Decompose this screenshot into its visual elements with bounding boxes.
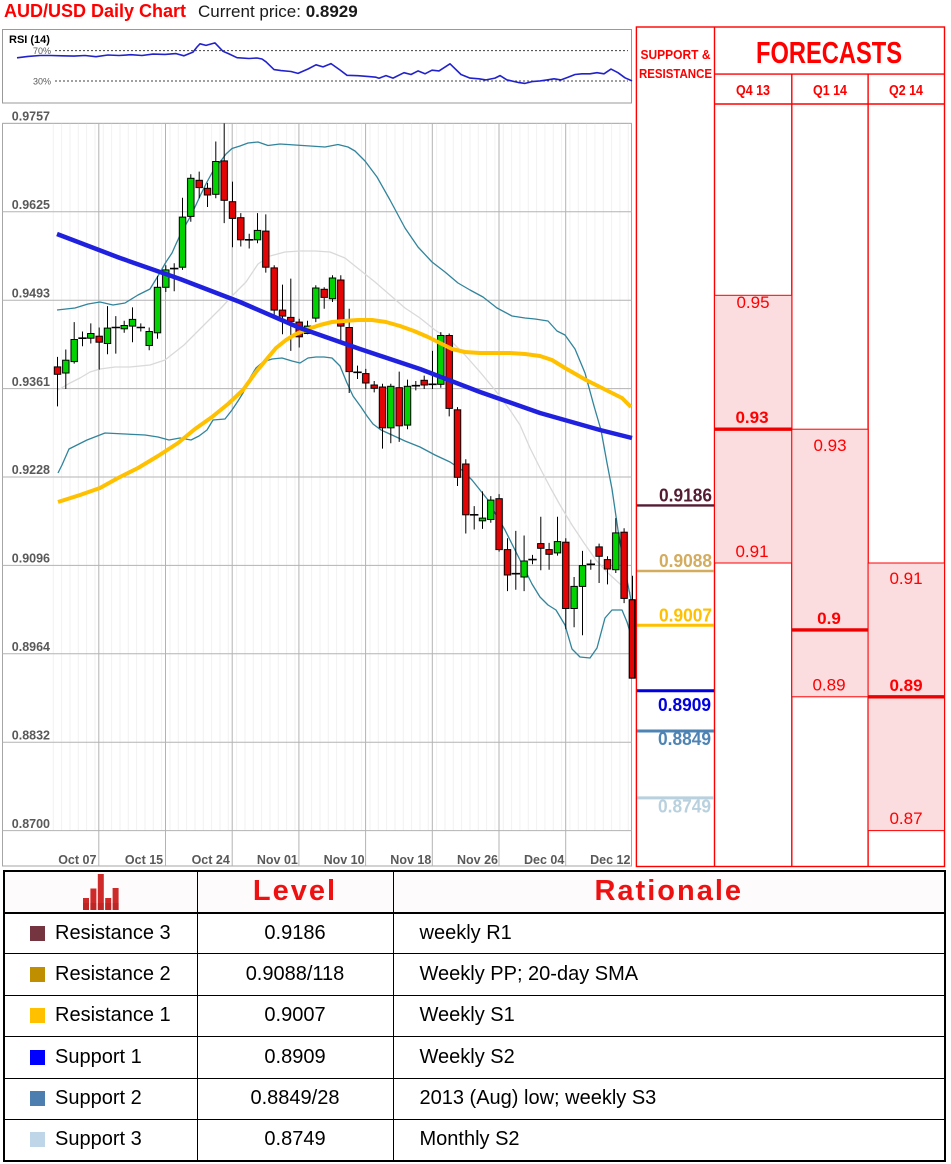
svg-text:Q2 14: Q2 14	[889, 83, 923, 99]
svg-text:0.9096: 0.9096	[12, 552, 50, 566]
svg-text:0.89: 0.89	[889, 676, 922, 695]
svg-text:0.9186: 0.9186	[659, 485, 712, 506]
svg-text:0.9493: 0.9493	[12, 286, 50, 300]
svg-text:0.9625: 0.9625	[12, 198, 50, 212]
svg-text:0.93: 0.93	[813, 436, 846, 455]
svg-text:0.8832: 0.8832	[12, 728, 50, 742]
svg-text:0.89: 0.89	[812, 676, 845, 695]
svg-text:30%: 30%	[33, 77, 51, 87]
svg-text:0.8909: 0.8909	[658, 694, 711, 715]
svg-text:Nov 26: Nov 26	[457, 853, 498, 867]
svg-text:70%: 70%	[33, 46, 51, 56]
svg-text:Oct 15: Oct 15	[125, 853, 163, 867]
svg-text:Oct 07: Oct 07	[58, 853, 96, 867]
svg-text:0.93: 0.93	[735, 408, 768, 427]
svg-text:SUPPORT &: SUPPORT &	[641, 48, 711, 62]
svg-text:0.9228: 0.9228	[12, 463, 50, 477]
svg-text:Q4 13: Q4 13	[736, 83, 770, 99]
svg-text:0.8700: 0.8700	[12, 817, 50, 831]
svg-text:0.95: 0.95	[736, 293, 769, 312]
svg-text:Dec 12: Dec 12	[590, 853, 630, 867]
svg-text:Nov 01: Nov 01	[257, 853, 298, 867]
svg-text:0.9: 0.9	[817, 609, 841, 628]
svg-text:0.91: 0.91	[889, 569, 922, 588]
svg-text:Nov 18: Nov 18	[390, 853, 431, 867]
svg-text:0.9361: 0.9361	[12, 375, 50, 389]
svg-text:RSI (14): RSI (14)	[9, 34, 50, 46]
svg-text:0.91: 0.91	[735, 542, 768, 561]
svg-text:Oct 24: Oct 24	[192, 853, 230, 867]
svg-text:0.87: 0.87	[889, 809, 922, 828]
svg-text:0.8749: 0.8749	[658, 796, 711, 817]
svg-text:Nov 10: Nov 10	[324, 853, 365, 867]
svg-text:RESISTANCE: RESISTANCE	[639, 67, 712, 81]
svg-text:FORECASTS: FORECASTS	[756, 35, 902, 70]
svg-text:0.9088: 0.9088	[659, 550, 712, 571]
svg-text:0.8964: 0.8964	[12, 640, 50, 654]
svg-text:Q1 14: Q1 14	[813, 83, 847, 99]
svg-text:Dec 04: Dec 04	[524, 853, 564, 867]
svg-text:0.9007: 0.9007	[659, 604, 712, 625]
svg-text:0.8849: 0.8849	[658, 728, 711, 749]
svg-text:0.9757: 0.9757	[12, 110, 50, 124]
